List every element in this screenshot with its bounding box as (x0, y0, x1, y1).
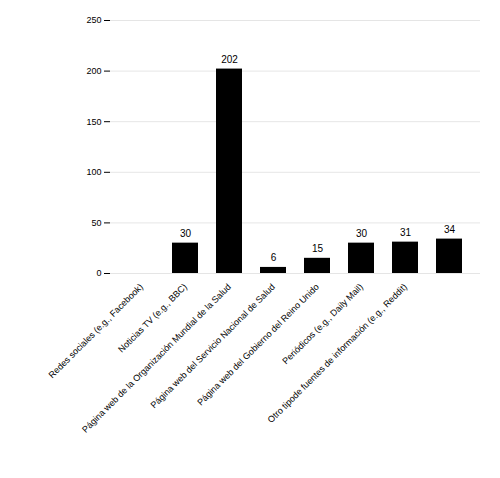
svg-text:31: 31 (400, 227, 412, 238)
svg-text:Noticias TV (e.g., BBC): Noticias TV (e.g., BBC) (116, 281, 189, 355)
svg-text:150: 150 (86, 117, 101, 127)
svg-text:6: 6 (271, 252, 277, 263)
svg-text:202: 202 (221, 54, 238, 65)
svg-text:Periódicos (e.g., Daily Mail): Periódicos (e.g., Daily Mail) (280, 282, 365, 367)
svg-text:Página web del Gobierno del Re: Página web del Gobierno del Reino Unido (195, 281, 321, 408)
svg-text:Otro tipode fuentes de informa: Otro tipode fuentes de información (e.g.… (266, 282, 409, 425)
svg-text:Página web del Servicio Nacion: Página web del Servicio Nacional de Salu… (148, 281, 277, 411)
svg-text:30: 30 (180, 228, 192, 239)
svg-text:Redes sociales (e.g., Facebook: Redes sociales (e.g., Facebook) (47, 282, 145, 380)
svg-text:250: 250 (86, 15, 101, 25)
svg-text:50: 50 (91, 218, 101, 228)
svg-text:15: 15 (312, 243, 324, 254)
svg-text:30: 30 (356, 228, 368, 239)
svg-text:100: 100 (86, 167, 101, 177)
svg-text:200: 200 (86, 66, 101, 76)
svg-text:Página web de la Organización: Página web de la Organización Mundial de… (80, 282, 233, 435)
svg-text:34: 34 (444, 224, 456, 235)
svg-text:0: 0 (96, 268, 101, 278)
